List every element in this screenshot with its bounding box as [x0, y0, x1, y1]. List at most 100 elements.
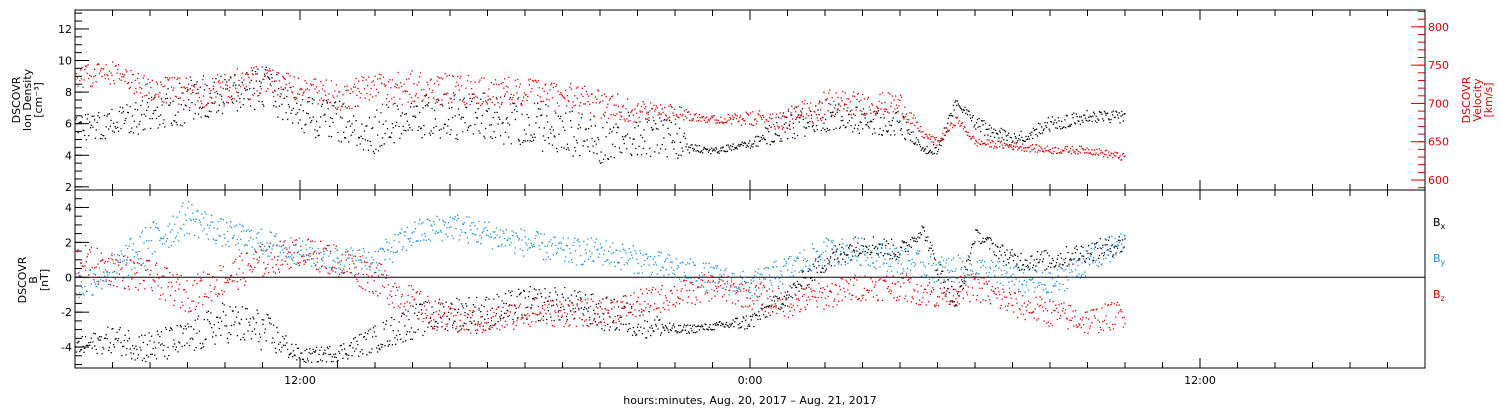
data-point-by: [633, 272, 635, 275]
data-point-velocity: [663, 119, 665, 121]
data-point-by: [244, 245, 246, 247]
data-point-velocity: [702, 116, 704, 119]
bottom-left-axis-title-line: B: [27, 276, 40, 284]
data-point-bx: [263, 319, 265, 321]
data-point-velocity: [315, 78, 317, 80]
data-point-velocity: [647, 114, 649, 116]
data-point-velocity: [616, 113, 618, 115]
data-point-velocity: [924, 133, 926, 135]
data-point-bx: [467, 329, 469, 331]
data-point-density: [501, 122, 503, 124]
data-point-by: [218, 235, 220, 237]
data-point-velocity: [1111, 152, 1113, 154]
data-point-velocity: [644, 108, 646, 110]
data-point-bx: [254, 328, 256, 330]
data-point-density: [871, 121, 873, 123]
data-point-density: [775, 134, 777, 136]
data-point-density: [1077, 120, 1079, 122]
data-point-velocity: [447, 102, 450, 104]
data-point-velocity: [593, 116, 596, 118]
data-point-by: [680, 280, 682, 283]
data-point-density: [377, 150, 380, 152]
data-point-velocity: [179, 77, 181, 79]
data-point-density: [795, 118, 797, 120]
data-point-bx: [990, 239, 992, 241]
data-point-velocity: [816, 117, 818, 119]
data-point-bx: [146, 343, 149, 346]
data-point-density: [692, 150, 695, 152]
data-point-velocity: [1003, 142, 1006, 144]
data-point-bx: [493, 298, 495, 300]
data-point-by: [322, 256, 324, 259]
data-point-by: [491, 248, 493, 250]
data-point-bx: [209, 323, 211, 325]
data-point-bx: [922, 227, 924, 229]
data-point-velocity: [777, 127, 780, 129]
data-point-velocity: [457, 84, 460, 86]
data-point-density: [1045, 125, 1047, 127]
data-point-density: [183, 108, 185, 110]
data-point-by: [281, 245, 283, 247]
data-point-velocity: [667, 117, 669, 119]
data-point-by: [552, 254, 554, 256]
data-point-density: [870, 120, 872, 122]
data-point-density: [1075, 113, 1077, 115]
data-point-by: [372, 262, 374, 264]
data-point-velocity: [197, 100, 199, 102]
data-point-by: [556, 253, 558, 255]
data-point-bx: [268, 322, 271, 324]
data-point-bx: [95, 348, 97, 351]
data-point-by: [804, 258, 806, 260]
data-point-density: [774, 133, 776, 135]
data-point-velocity: [1114, 151, 1116, 153]
data-point-bx: [388, 343, 390, 346]
data-point-density: [1024, 140, 1026, 142]
data-point-bx: [495, 312, 498, 315]
data-point-density: [963, 109, 965, 111]
data-point-velocity: [174, 77, 176, 79]
data-point-by: [497, 245, 499, 247]
data-point-density: [1110, 118, 1112, 121]
data-point-velocity: [999, 146, 1001, 148]
data-point-by: [741, 278, 743, 280]
data-point-density: [401, 112, 403, 114]
data-point-bx: [372, 327, 375, 329]
data-point-density: [1047, 117, 1049, 119]
data-point-density: [471, 93, 474, 95]
data-point-by: [580, 263, 582, 266]
data-point-bx: [604, 308, 606, 310]
data-point-density: [313, 99, 315, 101]
data-point-density: [358, 137, 361, 139]
data-point-by: [349, 254, 351, 256]
data-point-density: [169, 102, 172, 104]
data-point-bx: [763, 306, 766, 309]
data-point-velocity: [476, 96, 479, 99]
data-point-by: [220, 218, 222, 220]
data-point-density: [351, 123, 353, 125]
data-point-velocity: [372, 80, 375, 82]
data-point-bx: [306, 358, 309, 360]
data-point-velocity: [1112, 157, 1114, 159]
data-point-bx: [448, 319, 450, 321]
data-point-velocity: [979, 143, 981, 145]
data-point-density: [814, 130, 816, 133]
data-point-velocity: [527, 79, 530, 81]
data-point-density: [372, 150, 375, 153]
data-point-by: [401, 248, 403, 250]
data-point-density: [750, 145, 752, 147]
data-point-density: [602, 127, 604, 129]
data-point-bx: [1033, 259, 1035, 261]
data-point-density: [1002, 129, 1004, 131]
data-point-bx: [716, 324, 719, 326]
data-point-by: [359, 259, 361, 261]
data-point-by: [133, 256, 135, 258]
data-point-bx: [878, 243, 880, 245]
data-point-velocity: [894, 108, 896, 110]
data-point-bx: [706, 328, 709, 331]
data-point-by: [141, 230, 144, 232]
data-point-by: [799, 252, 801, 254]
data-point-velocity: [492, 96, 494, 98]
data-point-density: [383, 143, 385, 145]
data-point-bx: [952, 301, 954, 303]
data-point-density: [1089, 115, 1091, 117]
